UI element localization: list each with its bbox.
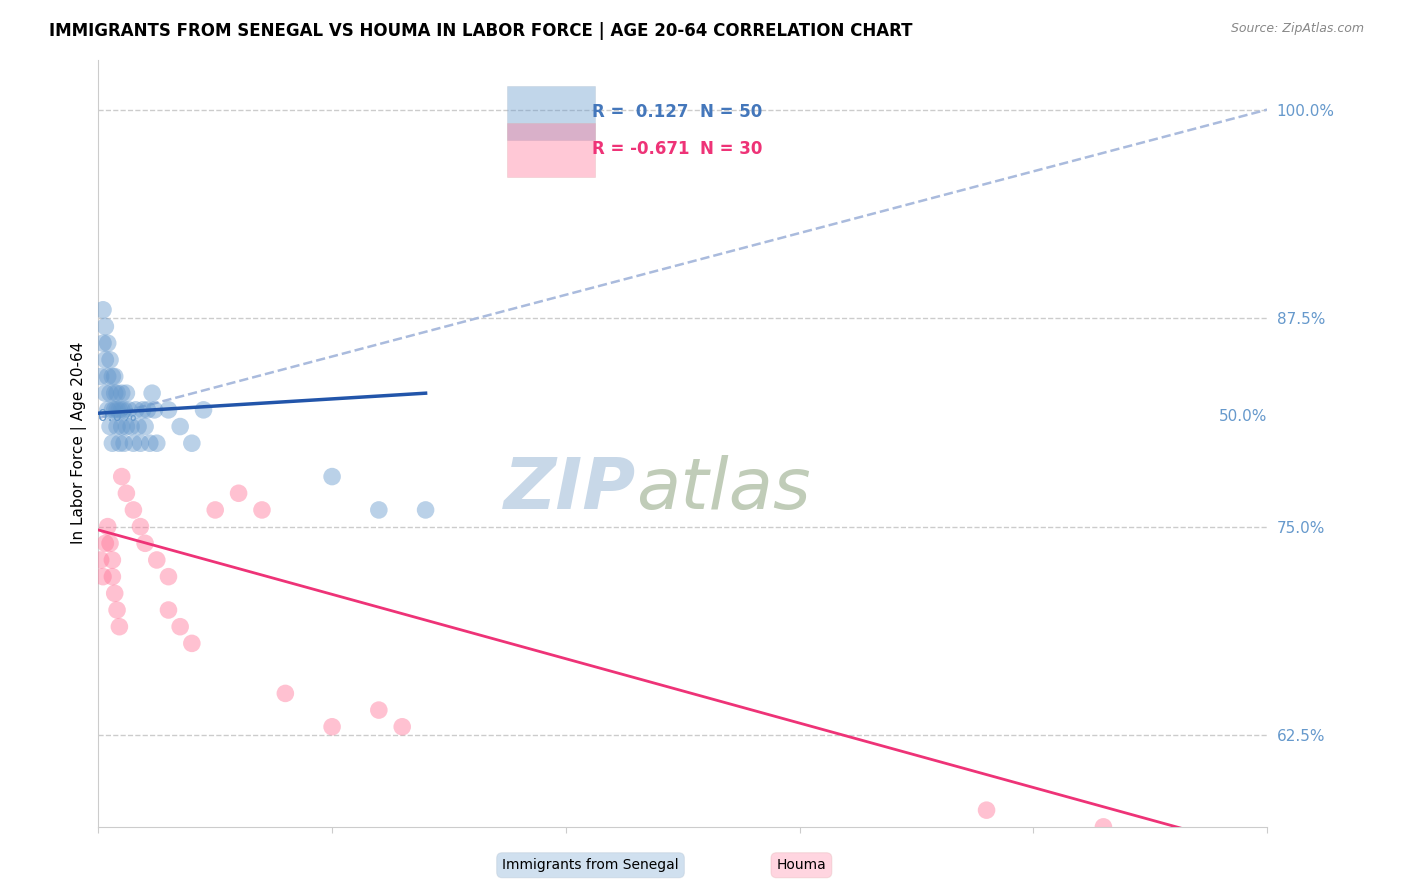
- Point: [101, 553, 124, 567]
- Point: [134, 536, 156, 550]
- Point: [321, 469, 343, 483]
- Point: [104, 386, 127, 401]
- Point: [98, 536, 121, 550]
- Point: [129, 519, 152, 533]
- Point: [105, 603, 128, 617]
- Point: [91, 336, 114, 351]
- Point: [169, 419, 191, 434]
- Point: [94, 536, 117, 550]
- Point: [367, 703, 389, 717]
- Text: R = -0.671: R = -0.671: [592, 140, 689, 158]
- Point: [91, 302, 114, 317]
- Point: [90, 553, 112, 567]
- Point: [101, 369, 124, 384]
- Point: [204, 503, 226, 517]
- Text: IMMIGRANTS FROM SENEGAL VS HOUMA IN LABOR FORCE | AGE 20-64 CORRELATION CHART: IMMIGRANTS FROM SENEGAL VS HOUMA IN LABO…: [49, 22, 912, 40]
- Point: [129, 436, 152, 450]
- Point: [180, 436, 202, 450]
- Point: [105, 386, 128, 401]
- Point: [157, 569, 180, 583]
- Text: ZIP: ZIP: [503, 455, 636, 524]
- Point: [180, 636, 202, 650]
- Text: Houma: Houma: [776, 858, 827, 872]
- Point: [98, 386, 121, 401]
- Point: [143, 402, 166, 417]
- Point: [122, 503, 145, 517]
- Point: [97, 369, 120, 384]
- Point: [976, 803, 998, 817]
- Point: [108, 620, 131, 634]
- Point: [101, 436, 124, 450]
- Point: [250, 503, 273, 517]
- Point: [94, 319, 117, 334]
- Point: [90, 369, 112, 384]
- Point: [132, 402, 155, 417]
- Y-axis label: In Labor Force | Age 20-64: In Labor Force | Age 20-64: [72, 342, 87, 544]
- Point: [101, 569, 124, 583]
- Point: [169, 620, 191, 634]
- Point: [157, 603, 180, 617]
- Point: [108, 402, 131, 417]
- Point: [98, 352, 121, 367]
- Point: [1163, 853, 1185, 867]
- Point: [134, 419, 156, 434]
- Point: [136, 402, 159, 417]
- Text: N = 30: N = 30: [700, 140, 762, 158]
- Point: [105, 402, 128, 417]
- Point: [141, 386, 163, 401]
- Point: [97, 336, 120, 351]
- Point: [146, 436, 169, 450]
- Point: [112, 436, 135, 450]
- Point: [125, 402, 148, 417]
- Text: Immigrants from Senegal: Immigrants from Senegal: [502, 858, 679, 872]
- Text: Source: ZipAtlas.com: Source: ZipAtlas.com: [1230, 22, 1364, 36]
- Point: [321, 720, 343, 734]
- Point: [120, 419, 142, 434]
- Point: [104, 369, 127, 384]
- Point: [367, 503, 389, 517]
- Point: [111, 419, 134, 434]
- Point: [115, 419, 138, 434]
- Point: [146, 553, 169, 567]
- Point: [228, 486, 250, 500]
- Point: [91, 569, 114, 583]
- Text: atlas: atlas: [636, 455, 811, 524]
- Point: [94, 352, 117, 367]
- FancyBboxPatch shape: [508, 123, 595, 177]
- Point: [94, 386, 117, 401]
- Point: [97, 519, 120, 533]
- Point: [193, 402, 215, 417]
- Point: [104, 586, 127, 600]
- Text: N = 50: N = 50: [700, 103, 762, 120]
- Point: [104, 402, 127, 417]
- Point: [274, 686, 297, 700]
- Point: [111, 469, 134, 483]
- Point: [122, 436, 145, 450]
- Point: [118, 402, 141, 417]
- Text: 0.0%: 0.0%: [98, 409, 138, 424]
- Point: [391, 720, 413, 734]
- Point: [98, 419, 121, 434]
- Text: R =  0.127: R = 0.127: [592, 103, 688, 120]
- Point: [105, 419, 128, 434]
- Point: [97, 402, 120, 417]
- Text: 50.0%: 50.0%: [1219, 409, 1267, 424]
- Point: [127, 419, 149, 434]
- Point: [111, 402, 134, 417]
- Point: [108, 436, 131, 450]
- Point: [139, 436, 162, 450]
- Point: [415, 503, 437, 517]
- Point: [112, 402, 135, 417]
- Point: [101, 402, 124, 417]
- Point: [115, 486, 138, 500]
- Point: [111, 386, 134, 401]
- Point: [1092, 820, 1115, 834]
- FancyBboxPatch shape: [508, 87, 595, 140]
- Point: [115, 386, 138, 401]
- Point: [157, 402, 180, 417]
